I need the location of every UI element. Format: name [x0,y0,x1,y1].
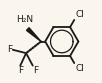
Text: H₂N: H₂N [16,15,33,24]
Text: F: F [7,45,12,54]
Text: Cl: Cl [75,10,84,19]
Polygon shape [27,28,41,42]
Text: Cl: Cl [75,64,84,73]
Text: F: F [34,66,39,75]
Text: F: F [18,66,23,75]
